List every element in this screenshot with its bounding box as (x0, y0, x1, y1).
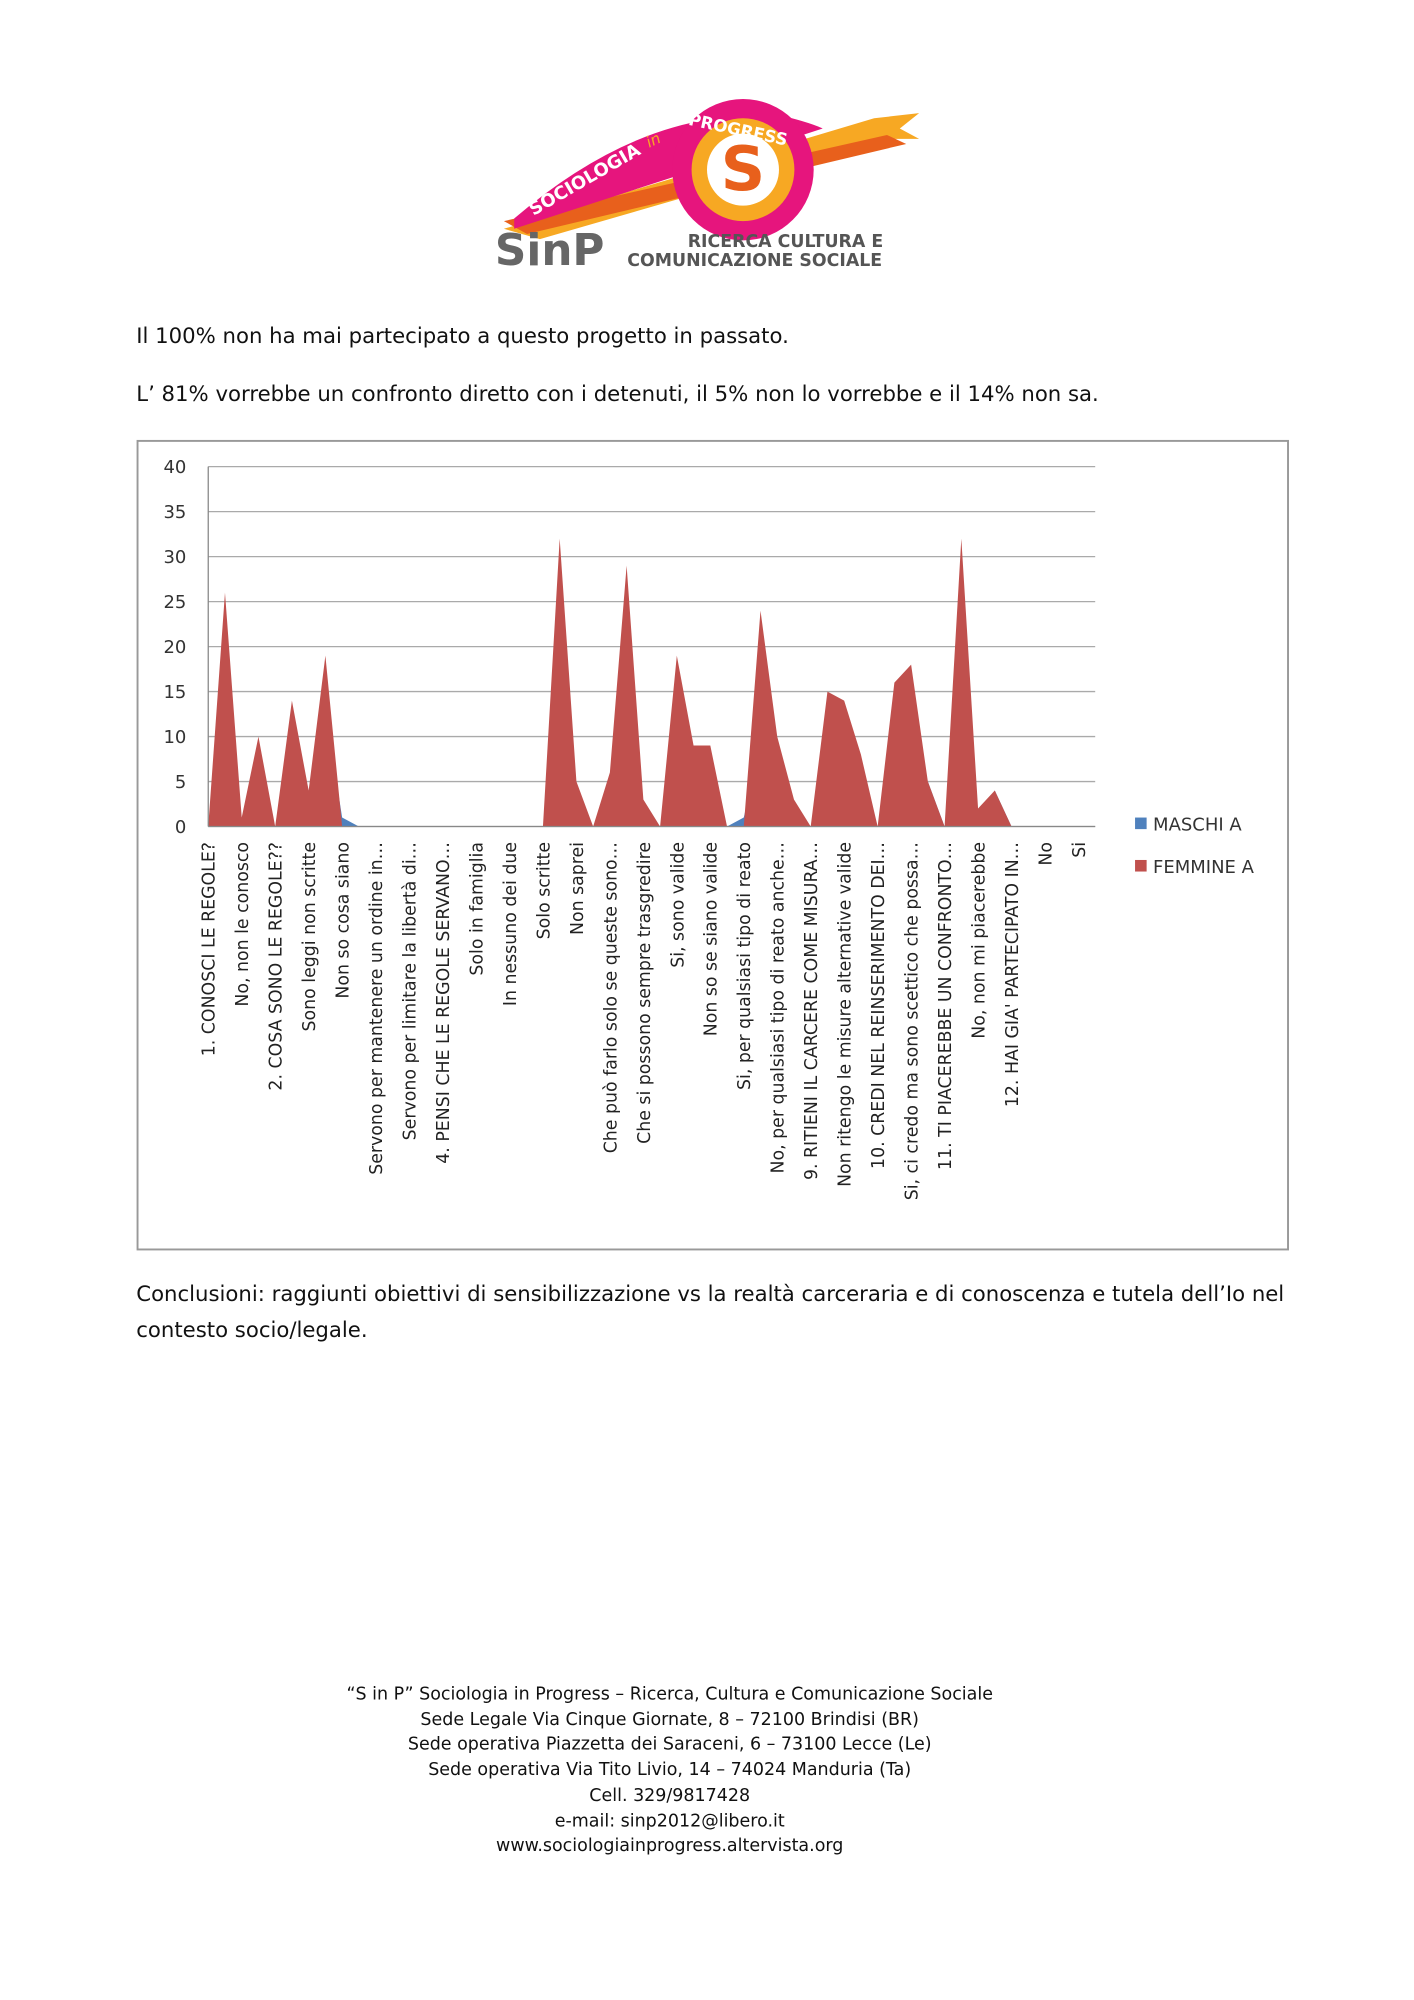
x-tick-label: 9. RITIENI IL CARCERE COME MISURA… (802, 842, 822, 1180)
footer-line: e-mail: sinp2012@libero.it (554, 1810, 785, 1832)
legend-label: MASCHI A (1153, 814, 1242, 835)
paragraph: Il 100% non ha mai partecipato a questo … (136, 323, 789, 349)
logo-arc-in: in (643, 129, 663, 151)
footer-line: “S in P” Sociologia in Progress – Ricerc… (346, 1683, 993, 1705)
y-tick-label: 15 (163, 682, 186, 703)
y-tick-label: 35 (163, 502, 186, 523)
logo: S SOCIOLOGIA in PROGRESS SinP RICERCA CU… (495, 98, 920, 276)
area (208, 538, 1096, 827)
x-tick-label: 10. CREDI NEL REINSERIMENTO DEI… (869, 842, 889, 1169)
x-tick-label: Non saprei (568, 842, 588, 935)
footer-line: Cell. 329/9817428 (589, 1785, 751, 1806)
logo-tag: RICERCA CULTURA E (688, 232, 883, 252)
logo-inner (706, 133, 779, 206)
x-tick-label: In nessuno dei due (501, 842, 521, 1006)
x-tick-label: 12. HAI GIA' PARTECIPATO IN… (1003, 842, 1023, 1107)
x-tick-label: 4. PENSI CHE LE REGOLE SERVANO… (434, 842, 454, 1164)
x-tick-label: 1. CONOSCI LE REGOLE? (200, 842, 220, 1056)
x-tick-label: No (1036, 842, 1056, 866)
y-tick-label: 40 (163, 457, 186, 478)
footer-line: Sede operativa Piazzetta dei Saraceni, 6… (407, 1734, 932, 1756)
logo-letter: S (721, 133, 765, 205)
x-tick-label: Non ritengo le misure alternative valide (836, 842, 856, 1187)
x-tick-label: Si (1070, 842, 1090, 858)
x-tick-label: No, non mi piacerebbe (969, 842, 989, 1039)
x-tick-label: Si, sono valide (668, 842, 688, 968)
x-tick-label: Sono leggi non scritte (300, 842, 320, 1031)
logo-tag: COMUNICAZIONE SOCIALE (627, 251, 882, 271)
x-tick-label: Non so cosa siano (334, 842, 354, 999)
legend-label: FEMMINE A (1153, 857, 1255, 878)
logo-brand: SinP (495, 225, 605, 276)
x-tick-label: Servono per limitare la libertà di… (400, 842, 420, 1140)
x-tick-label: Non so se siano valide (702, 842, 722, 1036)
y-tick-label: 30 (163, 547, 186, 568)
footer-line: Sede Legale Via Cinque Giornate, 8 – 721… (420, 1709, 919, 1730)
x-tick-label: 11. TI PIACEREBBE UN CONFRONTO… (936, 842, 956, 1170)
x-tick-label: Si, ci credo ma sono scettico che possa… (903, 842, 923, 1200)
x-tick-label: Si, per qualsiasi tipo di reato (735, 842, 755, 1090)
y-tick-label: 0 (175, 817, 186, 838)
x-tick-label: Solo scritte (534, 842, 554, 939)
footer-line: Sede operativa Via Tito Livio, 14 – 7402… (428, 1759, 912, 1781)
x-tick-label: Servono per mantenere un ordine in… (367, 842, 387, 1175)
legend-swatch (1135, 817, 1147, 830)
chart-frame (136, 439, 1289, 1251)
x-tick-label: Che si possono sempre trasgredire (635, 842, 655, 1144)
x-tick-label: Che può farlo solo se queste sono… (601, 842, 621, 1153)
y-tick-label: 5 (175, 772, 186, 793)
chart: 0 5 10 15 20 25 30 35 40 1. CONOSCI LE REGOLE? No,… (136, 439, 1289, 1251)
x-tick-label: 2. COSA SONO LE REGOLE?? (267, 842, 287, 1091)
y-tick-label: 25 (163, 592, 186, 613)
legend-swatch (1135, 859, 1147, 872)
x-tick-label: No, per qualsiasi tipo di reato anche… (769, 842, 789, 1173)
y-tick-label: 20 (163, 637, 186, 658)
footer: “S in P” Sociologia in Progress – Ricerc… (257, 1683, 1082, 1860)
footer-line: www.sociologiainprogress.altervista.org (496, 1835, 844, 1857)
x-tick-label: No, non le conosco (233, 842, 253, 1007)
conclusion: Conclusioni: raggiunti obiettivi di sens… (136, 1281, 1285, 1343)
x-tick-label: Solo in famiglia (467, 842, 487, 976)
paragraph: L’ 81% vorrebbe un confronto diretto con… (136, 381, 1099, 407)
y-tick-label: 10 (163, 727, 186, 748)
